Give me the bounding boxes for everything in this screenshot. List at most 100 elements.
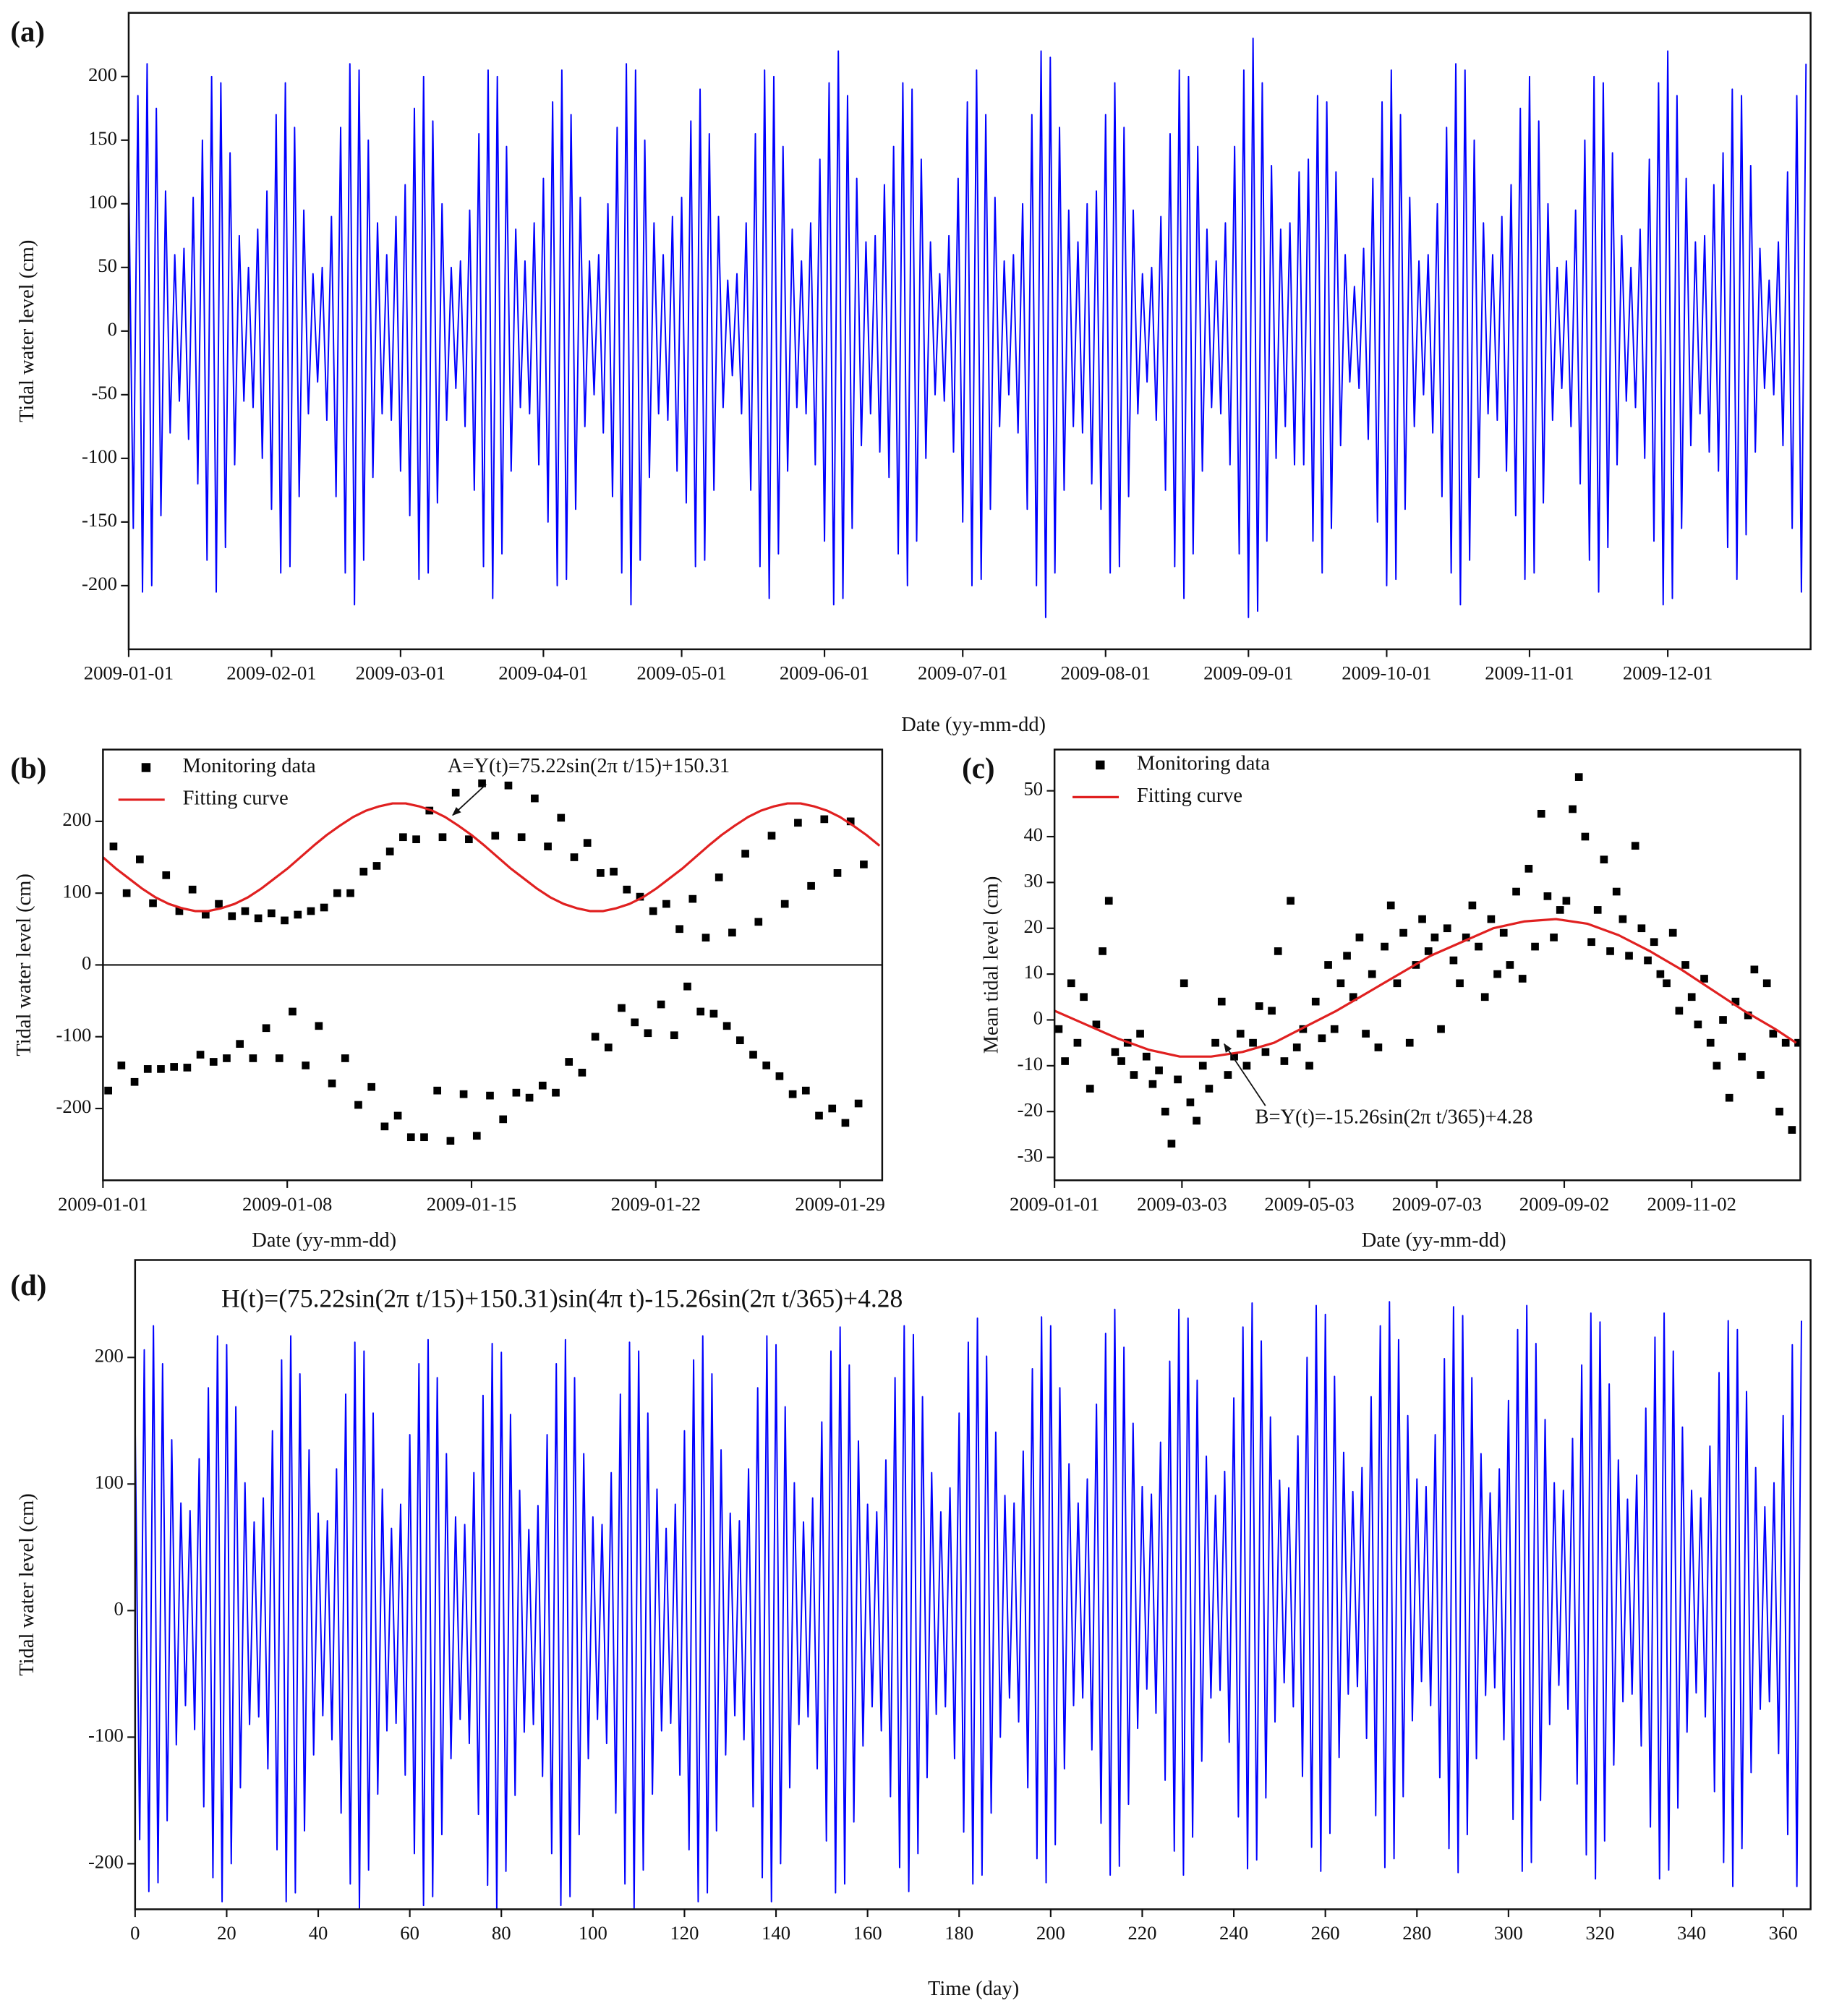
- legend-marker: [1096, 760, 1105, 770]
- data-point: [236, 1040, 244, 1048]
- data-point: [1054, 1025, 1063, 1033]
- x-tick-label: 120: [670, 1922, 699, 1944]
- data-point: [1650, 938, 1658, 947]
- y-tick-label: 200: [88, 64, 117, 85]
- data-point: [801, 1086, 810, 1095]
- plot-area: [135, 1301, 1802, 1910]
- data-point: [491, 832, 500, 840]
- data-point: [1512, 887, 1520, 896]
- data-point: [1174, 1075, 1182, 1084]
- data-point: [294, 910, 302, 919]
- x-tick-label: 2009-09-02: [1519, 1193, 1609, 1215]
- legend-label: Fitting curve: [1137, 785, 1242, 807]
- series-line: [103, 802, 881, 913]
- data-point: [715, 873, 723, 881]
- data-point: [794, 819, 802, 827]
- data-point: [1644, 956, 1652, 965]
- data-point: [741, 850, 749, 858]
- data-point: [372, 862, 381, 870]
- data-point: [1193, 1116, 1201, 1125]
- x-tick-label: 40: [309, 1922, 328, 1944]
- data-point: [696, 1007, 705, 1016]
- data-point: [275, 1054, 283, 1062]
- data-point: [1236, 1030, 1245, 1038]
- data-point: [854, 1099, 863, 1108]
- data-point: [1080, 993, 1088, 1001]
- data-point: [1606, 947, 1614, 955]
- y-axis-title: Tidal water level (cm): [16, 240, 38, 422]
- data-point: [815, 1111, 823, 1120]
- x-tick-label: 2009-07-01: [918, 662, 1007, 684]
- data-point: [670, 1031, 678, 1040]
- y-tick-label: -30: [1018, 1145, 1044, 1166]
- data-point: [623, 885, 631, 894]
- data-point: [241, 907, 250, 915]
- x-tick-label: 2009-08-01: [1061, 662, 1151, 684]
- x-tick-label: 300: [1494, 1922, 1523, 1944]
- data-point: [1750, 965, 1759, 974]
- data-point: [1430, 934, 1439, 941]
- panel-label: (b): [10, 752, 46, 785]
- y-tick-label: 0: [114, 1597, 123, 1619]
- data-point: [517, 833, 526, 842]
- data-point: [472, 1132, 481, 1140]
- data-point: [117, 1062, 126, 1069]
- data-point: [828, 1104, 837, 1113]
- data-point: [1449, 956, 1458, 965]
- data-point: [1475, 942, 1483, 951]
- data-point: [183, 1064, 192, 1072]
- data-point: [281, 916, 289, 925]
- x-tick-label: 2009-11-01: [1485, 662, 1574, 684]
- y-tick-label: 100: [62, 880, 91, 902]
- data-point: [1631, 842, 1639, 850]
- data-point: [1255, 1002, 1263, 1010]
- annotation-arrow: [452, 783, 487, 816]
- data-point: [104, 1086, 112, 1095]
- data-point: [1405, 1038, 1414, 1047]
- y-tick-label: -100: [56, 1024, 92, 1046]
- data-point: [1211, 1038, 1219, 1047]
- data-point: [1280, 1057, 1289, 1065]
- data-point: [1487, 915, 1496, 923]
- data-point: [451, 788, 460, 797]
- data-point: [1148, 1080, 1157, 1088]
- x-tick-label: 240: [1219, 1922, 1248, 1944]
- x-tick-label: 140: [762, 1922, 790, 1944]
- panel-label: (a): [10, 15, 45, 48]
- data-point: [1336, 979, 1345, 988]
- series-line: [1054, 918, 1797, 1058]
- data-point: [1092, 1020, 1101, 1029]
- x-tick-label: 0: [130, 1922, 140, 1944]
- data-point: [359, 868, 368, 876]
- data-point: [531, 794, 539, 803]
- data-point: [1769, 1030, 1778, 1038]
- y-tick-label: 40: [1023, 824, 1043, 845]
- y-tick-label: 50: [1023, 778, 1043, 800]
- data-point: [1506, 961, 1514, 969]
- data-point: [807, 881, 815, 890]
- x-tick-label: 2009-01-22: [611, 1193, 701, 1215]
- data-point: [688, 894, 697, 903]
- data-point: [320, 903, 328, 912]
- data-point: [346, 889, 354, 897]
- data-point: [438, 833, 447, 842]
- y-tick-label: 0: [82, 952, 91, 974]
- data-point: [570, 853, 579, 861]
- data-point: [1550, 934, 1558, 941]
- y-tick-label: 10: [1023, 961, 1043, 983]
- x-axis-title: Time (day): [928, 1978, 1019, 2000]
- data-point: [1593, 906, 1602, 914]
- data-point: [1687, 993, 1696, 1001]
- data-point: [1418, 915, 1426, 923]
- data-point: [604, 1043, 613, 1051]
- y-tick-label: -200: [82, 573, 117, 594]
- y-axis-title: Tidal water level (cm): [13, 874, 35, 1056]
- data-point: [583, 839, 592, 847]
- x-tick-label: 2009-01-01: [58, 1193, 148, 1215]
- data-point: [1757, 1071, 1765, 1079]
- data-point: [762, 1062, 771, 1069]
- data-point: [1468, 901, 1477, 910]
- series-line: [128, 38, 1807, 618]
- y-tick-label: -50: [91, 382, 117, 403]
- data-point: [307, 907, 315, 915]
